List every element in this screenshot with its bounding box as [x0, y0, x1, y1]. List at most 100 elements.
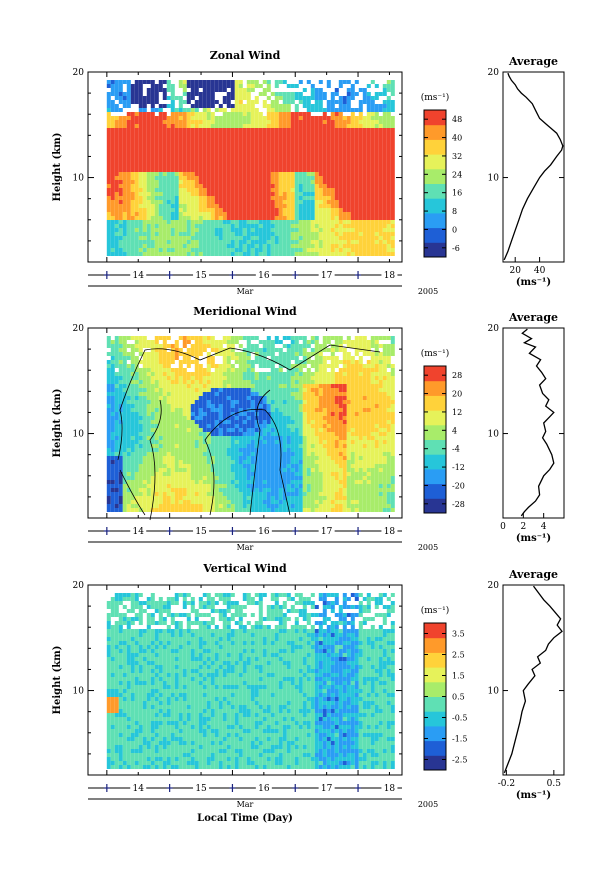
heatmap-cell: [119, 232, 123, 236]
heatmap-cell: [343, 184, 347, 188]
heatmap-cell: [187, 444, 191, 448]
heatmap-cell: [199, 396, 203, 400]
heatmap-cell: [107, 456, 111, 460]
heatmap-cell: [183, 168, 187, 172]
heatmap-cell: [191, 96, 195, 100]
heatmap-cell: [227, 408, 231, 412]
heatmap-cell: [155, 160, 159, 164]
heatmap-cell: [391, 168, 395, 172]
heatmap-cell: [199, 420, 203, 424]
heatmap-cell: [195, 148, 199, 152]
heatmap-cell: [199, 172, 203, 176]
heatmap-cell: [155, 408, 159, 412]
heatmap-cell: [183, 488, 187, 492]
heatmap-cell: [299, 96, 303, 100]
heatmap-cell: [143, 128, 147, 132]
heatmap-cell: [159, 352, 163, 356]
heatmap-cell: [147, 420, 151, 424]
heatmap-cell: [243, 220, 247, 224]
heatmap-cell: [351, 212, 355, 216]
heatmap-cell: [195, 456, 199, 460]
heatmap-cell: [155, 380, 159, 384]
heatmap-cell: [383, 204, 387, 208]
heatmap-cell: [263, 352, 267, 356]
heatmap-cell: [239, 160, 243, 164]
heatmap-cell: [143, 492, 147, 496]
heatmap-cell: [111, 484, 115, 488]
heatmap-cell: [267, 476, 271, 480]
heatmap-cell: [123, 340, 127, 344]
heatmap-cell: [139, 212, 143, 216]
heatmap-cell: [155, 208, 159, 212]
heatmap-cell: [315, 248, 319, 252]
heatmap-cell: [191, 396, 195, 400]
heatmap-cell: [143, 224, 147, 228]
heatmap-cell: [147, 148, 151, 152]
heatmap-cell: [159, 500, 163, 504]
heatmap-cell: [167, 460, 171, 464]
heatmap-cell: [251, 448, 255, 452]
heatmap-cell: [367, 136, 371, 140]
heatmap-cell: [227, 216, 231, 220]
heatmap-cell: [159, 160, 163, 164]
heatmap-cell: [243, 136, 247, 140]
heatmap-cell: [235, 452, 239, 456]
heatmap-cell: [311, 124, 315, 128]
heatmap-cell: [143, 364, 147, 368]
heatmap-cell: [163, 424, 167, 428]
heatmap-cell: [139, 424, 143, 428]
heatmap-cell: [239, 392, 243, 396]
heatmap-cell: [267, 164, 271, 168]
heatmap-cell: [243, 184, 247, 188]
heatmap-cell: [331, 104, 335, 108]
heatmap-cell: [275, 464, 279, 468]
heatmap-cell: [127, 436, 131, 440]
heatmap-cell: [175, 128, 179, 132]
heatmap-cell: [327, 148, 331, 152]
heatmap-cell: [127, 508, 131, 512]
heatmap-cell: [283, 460, 287, 464]
heatmap-cell: [263, 140, 267, 144]
heatmap-cell: [203, 152, 207, 156]
heatmap-cell: [259, 156, 263, 160]
heatmap-cell: [227, 432, 231, 436]
heatmap-cell: [259, 168, 263, 172]
heatmap-cell: [147, 112, 151, 116]
heatmap-cell: [275, 436, 279, 440]
heatmap-cell: [143, 444, 147, 448]
heatmap-cell: [135, 344, 139, 348]
heatmap-cell: [255, 108, 259, 112]
heatmap-cell: [151, 120, 155, 124]
heatmap-cell: [219, 188, 223, 192]
heatmap-cell: [227, 412, 231, 416]
heatmap-cell: [191, 392, 195, 396]
heatmap-cell: [275, 100, 279, 104]
heatmap-cell: [327, 168, 331, 172]
heatmap-cell: [171, 356, 175, 360]
heatmap-cell: [215, 144, 219, 148]
heatmap-cell: [251, 176, 255, 180]
heatmap-cell: [135, 168, 139, 172]
heatmap-cell: [175, 392, 179, 396]
heatmap-cell: [223, 488, 227, 492]
heatmap-cell: [171, 508, 175, 512]
heatmap-cell: [379, 232, 383, 236]
heatmap-cell: [319, 228, 323, 232]
heatmap-cell: [283, 176, 287, 180]
heatmap-cell: [155, 372, 159, 376]
heatmap-cell: [351, 224, 355, 228]
heatmap-cell: [163, 404, 167, 408]
heatmap-cell: [243, 224, 247, 228]
heatmap-cell: [251, 508, 255, 512]
heatmap-cell: [139, 252, 143, 256]
heatmap-cell: [207, 352, 211, 356]
heatmap-cell: [175, 380, 179, 384]
heatmap-cell: [359, 136, 363, 140]
heatmap-cell: [259, 360, 263, 364]
heatmap-cell: [215, 192, 219, 196]
heatmap-cell: [259, 124, 263, 128]
heatmap-cell: [111, 440, 115, 444]
heatmap-cell: [379, 208, 383, 212]
heatmap-cell: [315, 216, 319, 220]
